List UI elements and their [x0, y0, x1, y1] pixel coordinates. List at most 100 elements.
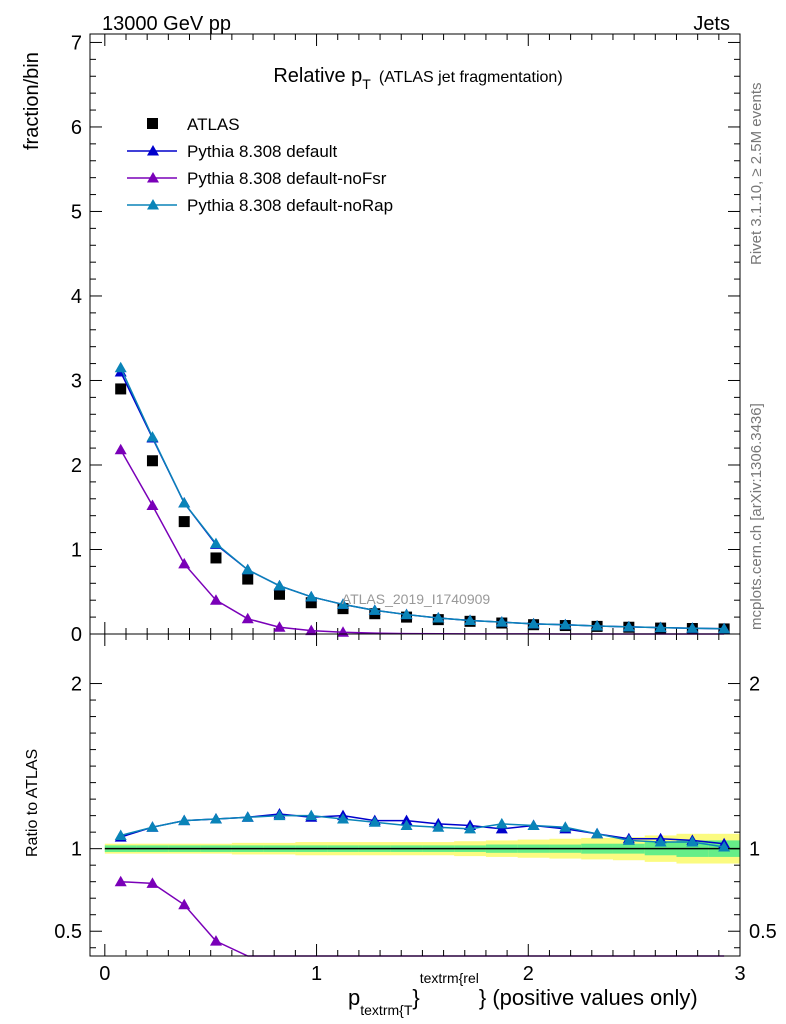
atlas-data-point	[178, 516, 190, 528]
ratio-series-2-marker	[464, 822, 477, 834]
ratio-ytick-label-right: 1	[749, 839, 760, 861]
legend-label: Pythia 8.308 default-noFsr	[187, 169, 387, 188]
series-2-marker	[114, 443, 127, 455]
ratio-series-2-marker	[718, 841, 731, 852]
series-2-marker	[273, 621, 286, 632]
series-3-marker	[241, 563, 254, 575]
ratio-series-2-marker	[527, 819, 540, 831]
series-2-marker	[146, 499, 159, 511]
main-title: Relative pT (ATLAS jet fragmentation)	[273, 65, 562, 92]
main-ytick-label: 6	[71, 117, 82, 139]
atlas-data-point	[242, 573, 254, 585]
x-axis-label: ptextrm{T}textrm{rel} (positive values o…	[348, 970, 698, 1018]
series-3-marker	[495, 616, 508, 627]
main-ytick-label: 4	[71, 286, 82, 308]
ratio-series-1-marker	[146, 877, 159, 888]
mcplots-reference-text: mcplots.cern.ch [arXiv:1306.3436]	[748, 403, 765, 630]
ratio-ytick-label: 0.5	[54, 921, 82, 943]
series-3-marker	[368, 604, 381, 615]
legend-marker	[147, 145, 159, 156]
atlas-data-point	[146, 455, 158, 467]
ratio-xtick-label: 2	[523, 963, 534, 985]
series-3-marker	[559, 618, 572, 630]
main-ytick-label: 1	[71, 539, 82, 561]
series-3-marker	[654, 621, 667, 633]
ratio-plot-frame	[89, 633, 741, 957]
ratio-series-2-marker	[686, 836, 699, 847]
ratio-series-2-line	[120, 814, 725, 848]
ratio-ytick-label-right: 2	[749, 674, 760, 696]
ratio-xtick-label: 3	[734, 963, 745, 985]
series-2-marker	[209, 594, 222, 605]
legend-marker	[147, 172, 159, 183]
ratio-xtick-label: 1	[311, 963, 322, 985]
atlas-data-point	[115, 383, 127, 395]
series-3-marker	[622, 620, 635, 632]
series-3-marker	[432, 611, 445, 623]
rivet-version-text: Rivet 3.1.10, ≥ 2.5M events	[748, 83, 765, 266]
ratio-series-1-marker	[178, 898, 191, 910]
main-ytick-label: 2	[71, 455, 82, 477]
legend-marker	[147, 118, 158, 129]
ratio-series-2-marker	[368, 816, 381, 827]
main-ytick-label: 7	[71, 32, 82, 54]
series-3-marker	[114, 361, 127, 373]
ratio-series-2-marker	[337, 812, 350, 824]
ratio-series-2-marker	[114, 829, 127, 840]
ratio-ytick-label: 2	[71, 674, 82, 696]
series-2-marker	[178, 557, 191, 569]
series-3-marker	[209, 537, 222, 549]
series-3-line	[120, 367, 725, 630]
ratio-series-2-marker	[305, 809, 318, 821]
ratio-series-2-marker	[400, 819, 413, 831]
atlas-data-point	[210, 552, 222, 564]
ratio-series-2-marker	[591, 827, 604, 839]
atlas-data-point	[305, 597, 317, 609]
series-3-marker	[718, 622, 731, 634]
ratio-series-1-marker	[209, 935, 222, 946]
legend-label: Pythia 8.308 default	[187, 142, 338, 161]
ratio-series-2-marker	[622, 834, 635, 845]
atlas-data-point	[273, 588, 285, 600]
ratio-series-2-marker	[432, 821, 445, 832]
series-3-marker	[464, 614, 477, 625]
ratio-series-2-marker	[241, 811, 254, 822]
header-right: Jets	[693, 13, 730, 35]
legend-label: Pythia 8.308 default-noRap	[187, 196, 393, 215]
series-3-marker	[591, 619, 604, 631]
ratio-series-1-marker	[114, 875, 127, 887]
analysis-watermark: ATLAS_2019_I1740909	[342, 591, 491, 607]
series-3-marker	[273, 579, 286, 591]
ratio-series-2-marker	[178, 814, 191, 826]
legend: ATLAS Pythia 8.308 default Pythia 8.308 de…	[127, 115, 393, 215]
ratio-series-2-marker	[654, 836, 667, 847]
series-3-marker	[527, 617, 540, 629]
series-3-marker	[400, 608, 413, 620]
series-3-marker	[305, 590, 318, 602]
series-3-marker	[686, 622, 699, 633]
ratio-series-2-marker	[146, 821, 159, 832]
series-3-marker	[178, 497, 191, 508]
ratio-series-2-marker	[559, 821, 572, 832]
ratio-series-2-marker	[209, 812, 222, 824]
series-3-marker	[337, 598, 350, 609]
ratio-xtick-label: 0	[99, 963, 110, 985]
main-plot-panel: 0 1 2 3 4 5 6 7	[71, 32, 741, 646]
ratio-ylabel: Ratio to ATLAS	[24, 749, 41, 857]
ratio-series-2-marker	[495, 817, 508, 829]
main-ylabel: fraction/bin	[21, 52, 43, 150]
main-ytick-label: 5	[71, 201, 82, 223]
series-2-marker	[305, 624, 318, 636]
ratio-plot-panel: 0.5 0.5 1 1 2 2 0 1 2 3	[54, 633, 777, 985]
legend-marker	[147, 199, 159, 210]
ratio-ytick-label-right: 0.5	[749, 921, 777, 943]
ratio-ytick-label: 1	[71, 839, 82, 861]
ratio-series-2-marker	[273, 809, 286, 821]
legend-label: ATLAS	[187, 115, 240, 134]
series-3-marker	[146, 431, 159, 442]
header-left: 13000 GeV pp	[102, 13, 231, 35]
main-ytick-label: 3	[71, 370, 82, 392]
main-ytick-label: 0	[71, 624, 82, 646]
series-2-marker	[241, 612, 254, 624]
